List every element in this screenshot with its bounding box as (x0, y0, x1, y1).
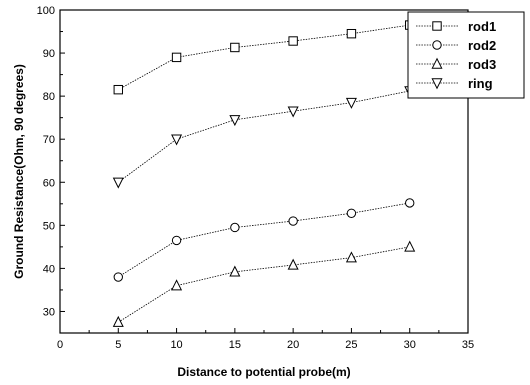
data-point-rod2 (230, 222, 240, 233)
x-tick-label: 10 (170, 339, 182, 351)
data-point-rod3 (287, 258, 299, 270)
legend: rod1 rod2 rod3 ring (407, 11, 525, 99)
series-line-rod2 (118, 202, 410, 278)
series-rod2 (113, 198, 415, 282)
legend-marker-ring (431, 78, 443, 90)
legend-item-rod1: rod1 (416, 19, 496, 34)
x-axis-title: Distance to potential probe(m) (177, 365, 350, 379)
x-tick-label: 35 (462, 339, 474, 351)
x-tick-label: 25 (345, 339, 357, 351)
y-axis: 30 40 50 60 70 80 90 100 (37, 5, 65, 334)
data-point-rod3 (112, 315, 124, 327)
data-point-rod2 (405, 198, 415, 208)
series-line-ring (118, 90, 410, 183)
data-point-ring (112, 177, 124, 189)
x-tick-label: 20 (287, 339, 299, 351)
x-tick-label: 5 (115, 339, 121, 351)
legend-marker-rod3 (431, 57, 443, 69)
x-axis: 0 5 10 15 20 25 30 35 (57, 328, 474, 351)
series-line-rod1 (118, 24, 410, 91)
data-point-rod1 (346, 28, 357, 39)
data-point-rod2 (113, 272, 123, 282)
plot-border (59, 9, 469, 334)
legend-item-rod3: rod3 (416, 57, 496, 72)
data-point-ring (345, 97, 357, 109)
series-layer (112, 20, 416, 327)
data-point-ring (171, 134, 183, 146)
data-point-rod1 (230, 42, 240, 53)
data-point-rod2 (346, 208, 357, 218)
data-point-rod2 (288, 216, 298, 226)
y-axis-title: Ground Resistance(Ohm, 90 degrees) (12, 64, 26, 279)
legend-item-ring: ring (416, 76, 493, 91)
data-point-ring (287, 106, 299, 118)
data-point-rod3 (345, 251, 357, 263)
plot-frame (59, 9, 469, 334)
legend-label-ring: ring (468, 76, 493, 91)
y-tick-label: 30 (43, 306, 55, 318)
data-point-rod1 (171, 52, 182, 63)
series-rod3 (112, 240, 416, 327)
series-rod1 (113, 20, 415, 95)
data-point-rod3 (404, 240, 416, 252)
data-point-rod1 (113, 84, 123, 95)
y-tick-label: 80 (43, 91, 55, 103)
series-line-rod3 (118, 246, 410, 323)
data-point-rod2 (171, 235, 182, 246)
y-tick-label: 50 (43, 220, 55, 232)
legend-label-rod1: rod1 (468, 19, 496, 34)
legend-marker-rod1 (432, 21, 442, 31)
x-tick-label: 15 (229, 339, 241, 351)
y-tick-label: 70 (43, 134, 55, 146)
data-point-rod3 (229, 265, 241, 277)
legend-marker-rod2 (432, 40, 442, 50)
series-ring (112, 86, 416, 189)
legend-label-rod3: rod3 (468, 57, 496, 72)
x-tick-label: 0 (57, 339, 63, 351)
legend-label-rod2: rod2 (468, 38, 496, 53)
data-point-rod1 (288, 36, 298, 46)
x-tick-label: 30 (404, 339, 416, 351)
y-tick-label: 100 (37, 5, 55, 17)
y-tick-label: 60 (43, 177, 55, 189)
legend-item-rod2: rod2 (416, 38, 496, 53)
data-point-ring (229, 115, 241, 127)
y-tick-label: 40 (43, 263, 55, 275)
y-tick-label: 90 (43, 48, 55, 60)
data-point-rod3 (171, 279, 183, 291)
legend-box (407, 11, 525, 99)
